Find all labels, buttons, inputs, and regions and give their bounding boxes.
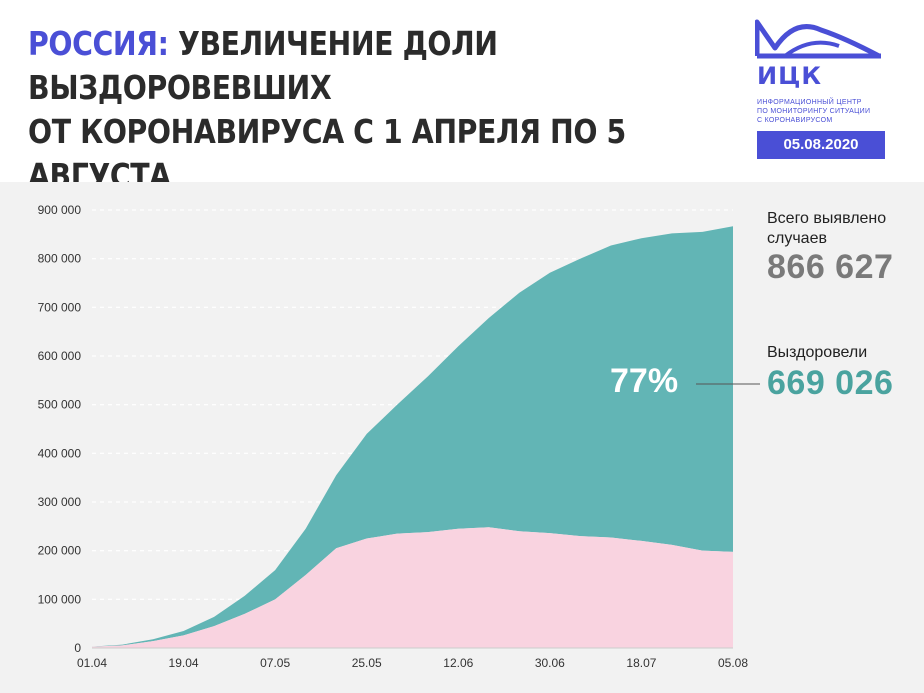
- x-tick-label: 25.05: [352, 656, 382, 670]
- total-label-line: случаев: [767, 230, 827, 247]
- y-tick-label: 800 000: [38, 252, 82, 266]
- recovered-label: Выздоровели: [767, 344, 868, 361]
- y-tick-label: 100 000: [38, 592, 82, 606]
- y-tick-label: 400 000: [38, 446, 82, 460]
- recovered-value: 669 026: [767, 364, 894, 402]
- logo-subtitle-line: С КОРОНАВИРУСОМ: [757, 117, 833, 124]
- y-tick-label: 200 000: [38, 544, 82, 558]
- date-badge: 05.08.2020: [757, 131, 885, 159]
- x-tick-label: 07.05: [260, 656, 290, 670]
- total-label-line: Всего выявлено: [767, 210, 887, 227]
- x-tick-label: 30.06: [535, 656, 565, 670]
- y-tick-label: 900 000: [38, 203, 82, 217]
- series-active-area: [92, 527, 733, 648]
- y-tick-label: 700 000: [38, 300, 82, 314]
- page-title: РОССИЯ: УВЕЛИЧЕНИЕ ДОЛИ ВЫЗДОРОВЕВШИХ ОТ…: [28, 22, 630, 198]
- logo-subtitle: ИНФОРМАЦИОННЫЙ ЦЕНТР ПО МОНИТОРИНГУ СИТУ…: [757, 98, 897, 125]
- y-tick-label: 600 000: [38, 349, 82, 363]
- x-tick-label: 19.04: [169, 656, 199, 670]
- y-tick-label: 300 000: [38, 495, 82, 509]
- header: РОССИЯ: УВЕЛИЧЕНИЕ ДОЛИ ВЫЗДОРОВЕВШИХ ОТ…: [0, 0, 924, 195]
- x-tick-label: 12.06: [443, 656, 473, 670]
- logo-subtitle-line: ПО МОНИТОРИНГУ СИТУАЦИИ: [757, 108, 871, 115]
- logo-abbr: ИЦК: [757, 62, 822, 90]
- total-label: Всего выявлено случаев: [767, 209, 886, 249]
- x-tick-label: 01.04: [77, 656, 107, 670]
- y-tick-label: 500 000: [38, 398, 82, 412]
- series-recovered-area: [92, 226, 733, 647]
- x-tick-label: 05.08: [718, 656, 748, 670]
- title-country: РОССИЯ:: [28, 24, 169, 63]
- recovered-percent: 77%: [610, 362, 679, 400]
- icc-logo: ИЦК ИНФОРМАЦИОННЫЙ ЦЕНТР ПО МОНИТОРИНГУ …: [755, 18, 890, 124]
- title-line2: ОТ КОРОНАВИРУСА С 1 АПРЕЛЯ ПО 5 АВГУСТА: [28, 112, 626, 195]
- logo-mountains-icon: [755, 19, 881, 59]
- total-value: 866 627: [767, 248, 894, 286]
- x-tick-label: 18.07: [626, 656, 656, 670]
- y-tick-label: 0: [74, 641, 81, 655]
- title-line1: УВЕЛИЧЕНИЕ ДОЛИ ВЫЗДОРОВЕВШИХ: [28, 24, 498, 107]
- logo-subtitle-line: ИНФОРМАЦИОННЫЙ ЦЕНТР: [757, 99, 862, 106]
